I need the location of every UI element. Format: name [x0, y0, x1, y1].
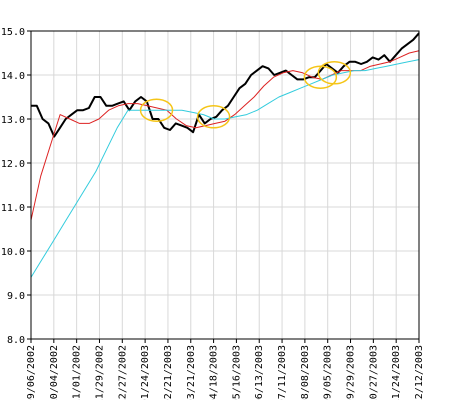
plot-frame [30, 30, 420, 340]
x-tick-label: 12/12/2003 [414, 345, 425, 400]
x-tick-label: 10/27/2003 [368, 345, 379, 400]
highlight-ellipse [303, 65, 338, 89]
y-tick-label: 11.0 [1, 203, 25, 214]
x-tick-label: 09/29/2003 [346, 345, 357, 400]
x-tick-label: 10/04/2002 [49, 345, 60, 400]
x-tick-label: 06/13/2003 [254, 345, 265, 400]
x-axis: 09/06/2002 10/04/2002 11/01/2002 11/29/2002… [26, 339, 425, 400]
series-line-3 [30, 59, 420, 278]
y-tick-label: 12.0 [1, 159, 25, 170]
y-tick-label: 14.0 [1, 71, 25, 82]
y-tick-label: 8.0 [7, 335, 25, 346]
x-tick-label: 03/21/2003 [186, 345, 197, 400]
y-tick-label: 9.0 [7, 291, 25, 302]
series-line-1 [31, 32, 420, 138]
y-tick-label: 15.0 [1, 27, 25, 38]
x-tick-label: 08/08/2003 [300, 345, 311, 400]
x-tick-label: 02/21/2003 [163, 345, 174, 400]
y-tick-label: 13.0 [1, 115, 25, 126]
series-line-2 [30, 50, 420, 221]
x-tick-label: 07/11/2003 [277, 345, 288, 400]
x-tick-label: 12/27/2002 [117, 345, 128, 400]
y-tick-label: 10.0 [1, 247, 25, 258]
annotation-group [139, 61, 352, 129]
highlight-ellipse [139, 98, 174, 122]
x-tick-label: 11/24/2003 [391, 345, 402, 400]
x-tick-label: 11/29/2002 [94, 345, 105, 400]
x-tick-label: 01/24/2003 [140, 345, 151, 400]
highlight-ellipse [317, 61, 352, 85]
x-tick-label: 05/16/2003 [231, 345, 242, 400]
grid [30, 30, 420, 340]
y-axis: 8.0 9.0 10.0 11.0 12.0 13.0 14.0 15.0 [1, 27, 31, 346]
highlight-ellipse [196, 105, 231, 129]
x-tick-label: 04/18/2003 [209, 345, 220, 400]
x-tick-label: 09/05/2003 [323, 345, 334, 400]
series-group [30, 32, 420, 278]
x-tick-label: 11/01/2002 [72, 345, 83, 400]
x-tick-label: 09/06/2002 [26, 345, 37, 400]
